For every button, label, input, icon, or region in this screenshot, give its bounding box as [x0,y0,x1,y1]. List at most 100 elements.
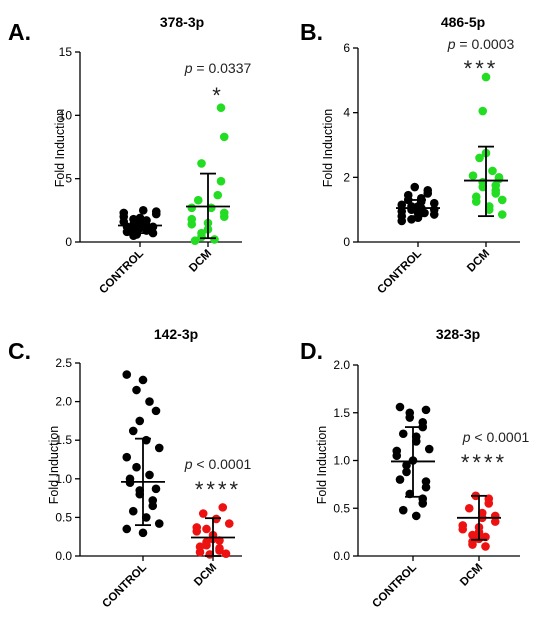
data-point [392,446,402,456]
chart-title: 486-5p [441,14,485,30]
y-tick-label: 2 [343,170,350,184]
data-point [135,486,145,495]
data-point [407,202,416,211]
series-control [396,182,440,226]
x-tick-label: CONTROL [97,248,146,297]
x-tick-label: DCM [192,562,219,589]
y-axis-label: Fold Induction [53,109,67,188]
y-tick-label: 1.0 [333,454,350,468]
series-dcm [186,103,230,246]
data-point [405,413,415,422]
data-point [491,189,501,198]
data-point [410,182,420,192]
y-tick-label: 4 [343,106,350,120]
data-point [195,542,205,552]
data-point [421,477,431,486]
data-point [407,215,416,224]
data-point [197,159,206,168]
data-point [395,475,405,484]
data-point [494,173,504,182]
data-point [402,460,411,470]
p-value-annotation: p < 0.0001 [462,429,530,445]
data-point [187,219,197,229]
data-point [464,503,474,513]
p-value-annotation: p < 0.0001 [184,456,252,472]
data-point [122,452,132,462]
y-tick-label: 15 [59,45,73,59]
data-point [423,189,433,198]
y-tick-label: 1.0 [55,472,72,486]
data-point [411,511,421,521]
chart-panel-d: D. 328-3p Fold Induction 0.0 0.5 1.0 1.5 2.0 CON… [300,326,529,610]
y-tick-label: 0.0 [55,549,72,563]
y-axis-label: Fold Induction [321,109,335,188]
data-point [122,227,132,237]
data-point [151,406,161,416]
y-tick-label: 1.5 [333,406,350,420]
data-point [128,506,138,516]
data-point [429,198,439,208]
data-point [193,195,203,205]
p-value-annotation: p = 0.0003 [447,36,515,52]
significance-stars: *** [464,56,499,81]
y-tick-label: 0 [65,235,72,249]
data-point [148,501,158,511]
data-point [145,397,154,406]
data-point [154,443,164,453]
data-point [397,216,407,226]
data-point [128,426,138,436]
y-tick-label: 6 [343,41,350,55]
data-point [219,132,229,142]
data-point [213,190,223,200]
y-tick-label: 0 [343,235,350,249]
y-tick-label: 5 [65,172,72,186]
chart-panel-b: B. 486-5p Fold Induction 0 2 4 6 CONTROL DCM p = … [300,14,520,296]
data-point [202,540,211,550]
data-point [468,540,477,549]
data-point [411,432,421,441]
x-tick-label: CONTROL [375,248,424,297]
panel-letter: D. [300,338,323,364]
y-tick-label: 2.0 [55,395,72,409]
data-point [488,166,497,176]
data-point [141,513,151,522]
data-point [202,524,211,534]
data-point [397,200,407,210]
panel-letter: A. [8,19,31,45]
data-point [215,536,224,545]
data-point [210,235,219,244]
y-tick-label: 2.5 [55,356,72,370]
data-point [398,505,408,515]
chart-title: 328-3p [436,326,480,342]
y-tick-label: 0.5 [333,501,350,515]
series-control [391,402,435,521]
y-axis-label: Fold Induction [315,426,329,505]
data-point [468,530,477,540]
data-point [198,509,208,518]
data-point [216,176,226,186]
x-tick-label: DCM [465,248,492,275]
chart-title: 142-3p [154,326,198,342]
data-point [471,197,481,206]
data-point [458,524,468,534]
data-point [481,542,490,551]
data-point [402,467,411,477]
data-point [215,546,224,555]
data-point [135,416,145,426]
data-point [497,195,507,205]
significance-stars: * [212,83,224,108]
data-point [132,462,141,472]
y-tick-label: 0.5 [55,510,72,524]
data-point [138,528,148,538]
data-point [151,484,161,494]
y-axis-label: Fold Induction [47,426,61,505]
data-point [497,210,507,219]
data-point [154,519,164,528]
data-point [192,526,202,536]
data-point [219,212,229,221]
panel-letter: C. [8,338,31,364]
x-tick-label: CONTROL [100,562,149,611]
data-point [395,402,405,412]
x-tick-label: CONTROL [370,562,419,611]
